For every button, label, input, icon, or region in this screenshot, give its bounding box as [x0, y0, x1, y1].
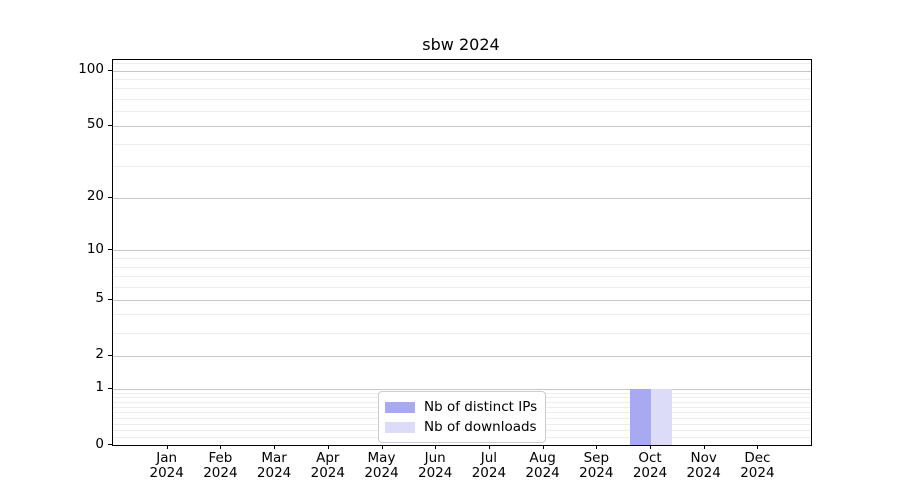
legend-label-downloads: Nb of downloads	[424, 419, 537, 435]
x-axis-tick-label: Jun 2024	[403, 451, 467, 481]
y-axis-tick-label: 10	[86, 240, 104, 257]
y-axis-tick-label: 100	[78, 61, 104, 78]
x-axis-tick	[703, 445, 705, 449]
x-axis-tick-label: Nov 2024	[672, 451, 736, 481]
x-axis-tick	[757, 445, 759, 449]
minor-gridline	[113, 111, 811, 113]
x-label-year: 2024	[364, 465, 399, 481]
x-axis-tick	[488, 445, 490, 449]
x-axis-tick-label: Feb 2024	[188, 451, 252, 481]
x-label-month: May	[367, 450, 396, 466]
x-axis-tick	[381, 445, 383, 449]
minor-gridline	[113, 287, 811, 289]
major-gridline	[113, 250, 811, 252]
x-axis-tick-label: May 2024	[350, 451, 414, 481]
y-axis-tick-label: 20	[86, 188, 104, 205]
minor-gridline	[113, 166, 811, 168]
x-label-year: 2024	[686, 465, 721, 481]
y-axis-tick-label: 50	[86, 116, 104, 133]
minor-gridline	[113, 143, 811, 145]
x-axis-tick	[274, 445, 276, 449]
x-label-year: 2024	[579, 465, 614, 481]
legend-item-distinct-ips: Nb of distinct IPs	[385, 397, 537, 417]
x-label-month: Jan	[156, 450, 178, 466]
bar-downloads	[651, 388, 672, 445]
y-axis-tick-label: 0	[95, 435, 104, 452]
x-axis-tick	[650, 445, 651, 449]
x-label-month: Jun	[424, 450, 446, 466]
y-axis-tick-label: 1	[95, 379, 104, 396]
y-axis-tick	[108, 69, 112, 71]
x-axis-tick-label: Jan 2024	[135, 451, 199, 481]
x-label-year: 2024	[256, 465, 292, 481]
x-axis-tick-label: Oct 2024	[618, 451, 682, 481]
x-axis-tick-label: Sep 2024	[564, 451, 628, 481]
major-gridline	[113, 197, 811, 199]
x-label-month: Nov	[690, 450, 717, 466]
minor-gridline	[113, 258, 811, 260]
y-axis-tick	[108, 387, 112, 389]
x-label-year: 2024	[525, 465, 560, 481]
x-label-year: 2024	[149, 465, 184, 481]
minor-gridline	[113, 332, 811, 334]
x-axis-tick	[596, 445, 598, 449]
minor-gridline	[113, 78, 811, 80]
chart-title: sbw 2024	[422, 35, 500, 54]
x-label-month: Mar	[261, 450, 287, 466]
y-axis-tick	[108, 249, 112, 251]
x-axis-tick-label: Aug 2024	[511, 451, 575, 481]
x-axis-tick	[220, 445, 222, 449]
x-label-month: Oct	[638, 450, 662, 466]
x-axis-tick-label: Dec 2024	[725, 451, 789, 481]
x-axis-tick	[327, 445, 329, 449]
major-gridline	[113, 70, 811, 72]
y-axis-tick	[108, 444, 112, 445]
y-axis-tick	[108, 298, 112, 300]
minor-gridline	[113, 276, 811, 278]
minor-gridline	[113, 62, 811, 64]
minor-gridline	[113, 314, 811, 316]
x-label-year: 2024	[632, 465, 668, 481]
x-axis-tick	[542, 445, 544, 449]
x-label-year: 2024	[203, 465, 238, 481]
x-label-month: Dec	[744, 450, 771, 466]
major-gridline	[113, 125, 811, 127]
legend-swatch-distinct-ips	[385, 401, 415, 413]
major-gridline	[113, 299, 811, 301]
minor-gridline	[113, 88, 811, 90]
x-axis-tick	[166, 445, 168, 449]
plot-area	[112, 59, 812, 446]
x-label-year: 2024	[418, 465, 453, 481]
major-gridline	[113, 388, 811, 390]
legend-swatch-downloads	[385, 421, 415, 433]
x-axis-tick-label: Apr 2024	[296, 451, 360, 481]
minor-gridline	[113, 99, 811, 101]
x-label-month: Sep	[583, 450, 610, 466]
x-label-year: 2024	[471, 465, 507, 481]
legend: Nb of distinct IPs Nb of downloads	[378, 391, 547, 443]
y-axis-tick	[108, 354, 112, 356]
y-axis-tick	[108, 196, 112, 198]
major-gridline	[113, 355, 811, 357]
x-label-year: 2024	[740, 465, 775, 481]
legend-item-downloads: Nb of downloads	[385, 417, 537, 437]
y-axis-tick-label: 2	[95, 346, 104, 363]
x-axis-tick	[435, 445, 437, 449]
x-label-month: Apr	[316, 450, 340, 466]
minor-gridline	[113, 266, 811, 268]
x-label-year: 2024	[310, 465, 345, 481]
bar-distinct-ips	[630, 388, 651, 445]
x-label-month: Feb	[208, 450, 233, 466]
x-axis-tick-label: Jul 2024	[457, 451, 521, 481]
legend-label-distinct-ips: Nb of distinct IPs	[424, 399, 538, 415]
y-axis-tick	[108, 124, 112, 126]
x-axis-tick-label: Mar 2024	[242, 451, 306, 481]
x-label-month: Jul	[480, 450, 498, 466]
x-label-month: Aug	[529, 450, 556, 466]
y-axis-tick-label: 5	[95, 290, 104, 307]
